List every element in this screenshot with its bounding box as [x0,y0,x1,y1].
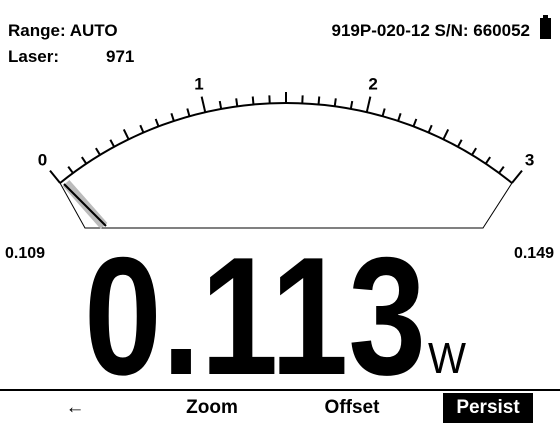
minor-tick [139,124,145,133]
gauge: 0 1 2 3 [38,74,534,229]
laser-label: Laser: [8,47,59,66]
minor-tick [498,166,505,174]
max-reading: 0.149 [514,245,554,262]
major-tick [511,169,523,184]
minor-tick [381,108,386,117]
gauge-frame [59,182,513,229]
minor-tick [186,108,191,117]
minor-tick [442,129,450,140]
scale-label: 2 [368,74,377,93]
reading: 0.113 [84,222,426,410]
minor-tick [154,118,160,127]
scale-label: 3 [525,151,534,170]
minor-tick [109,139,116,148]
major-tick [200,96,207,113]
softkey-offset[interactable]: Offset [325,397,381,418]
softkey-back[interactable]: ← [66,397,85,418]
minor-tick [349,100,354,110]
minor-tick [456,139,463,148]
minor-tick [484,156,491,165]
major-tick [365,96,372,113]
softkey-highlight [443,393,533,423]
scale-label: 0 [38,151,47,170]
unit: W [428,334,466,383]
battery-tip [543,15,548,19]
softkey-persist[interactable]: Persist [456,397,520,418]
scale-label: 1 [194,74,203,93]
major-tick [49,169,61,184]
min-reading: 0.109 [5,245,45,262]
minor-tick [412,118,418,127]
minor-tick [95,147,101,156]
range: Range: AUTO [8,21,118,40]
laser-value: 971 [106,47,134,66]
minor-tick [170,113,175,122]
minor-tick [67,166,74,174]
minor-tick [317,96,321,105]
minor-tick [333,98,337,107]
minor-tick [122,129,130,140]
minor-tick [397,113,402,122]
softkey-zoom[interactable]: Zoom [186,397,238,418]
gauge-arc [59,102,513,184]
needle [63,183,107,227]
battery-icon [540,18,551,39]
minor-tick [251,96,255,105]
minor-tick [427,124,433,133]
minor-tick [218,100,223,110]
minor-tick [235,98,239,107]
device-id: 919P-020-12 S/N: 660052 [332,21,530,40]
minor-tick [471,147,477,156]
minor-tick [81,156,88,165]
